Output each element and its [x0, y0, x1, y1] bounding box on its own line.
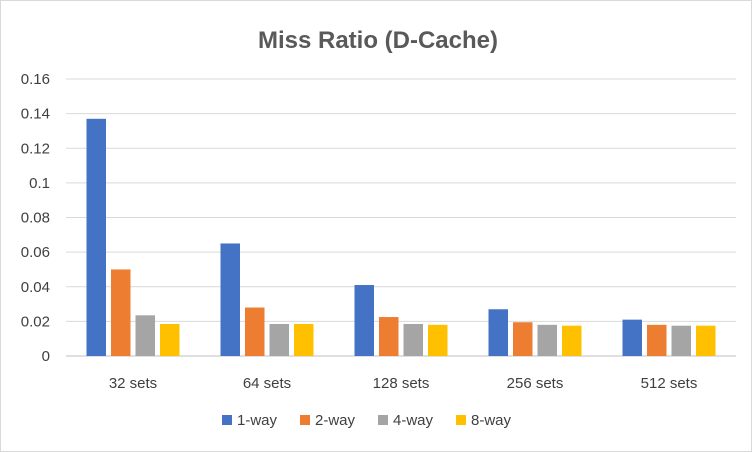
- legend: 1-way 2-way 4-way 8-way: [222, 412, 512, 429]
- bar-2-way-256-sets: [513, 322, 533, 356]
- y-tick-label: 0.06: [21, 244, 50, 261]
- y-tick-label: 0.08: [21, 210, 50, 227]
- legend-swatch: [300, 415, 310, 425]
- y-tick-label: 0.14: [21, 106, 50, 123]
- y-tick-label: 0.12: [21, 140, 50, 157]
- bar-8-way-256-sets: [562, 325, 582, 356]
- legend-label: 8-way: [471, 412, 512, 429]
- legend-item-2-way: 2-way: [300, 412, 356, 429]
- bar-8-way-512-sets: [696, 325, 716, 356]
- x-tick-label: 32 sets: [109, 375, 157, 392]
- bar-2-way-512-sets: [647, 324, 667, 356]
- bar-4-way-64-sets: [269, 323, 289, 356]
- bar-4-way-32-sets: [135, 315, 155, 356]
- y-tick-label: 0.02: [21, 313, 50, 330]
- legend-label: 2-way: [315, 412, 356, 429]
- x-tick-label: 512 sets: [641, 375, 698, 392]
- legend-item-1-way: 1-way: [222, 412, 278, 429]
- bar-1-way-512-sets: [622, 319, 642, 356]
- bar-2-way-64-sets: [245, 307, 265, 356]
- bar-8-way-32-sets: [160, 323, 180, 356]
- bar-4-way-512-sets: [671, 325, 691, 356]
- legend-item-8-way: 8-way: [456, 412, 512, 429]
- y-tick-label: 0.1: [29, 175, 50, 192]
- bar-4-way-128-sets: [403, 323, 423, 356]
- bar-1-way-256-sets: [488, 309, 508, 356]
- legend-swatch: [456, 415, 466, 425]
- legend-swatch: [378, 415, 388, 425]
- x-axis-ticks: 32 sets 64 sets 128 sets 256 sets 512 sets: [109, 375, 698, 392]
- bar-2-way-32-sets: [111, 269, 131, 356]
- y-tick-label: 0.16: [21, 71, 50, 88]
- chart-title: Miss Ratio (D-Cache): [258, 27, 498, 54]
- bar-8-way-64-sets: [294, 323, 314, 356]
- y-tick-label: 0.04: [21, 279, 50, 296]
- bar-2-way-128-sets: [379, 317, 399, 356]
- legend-swatch: [222, 415, 232, 425]
- y-axis-ticks: 0 0.02 0.04 0.06 0.08 0.1 0.12 0.14 0.16: [21, 71, 50, 365]
- legend-item-4-way: 4-way: [378, 412, 434, 429]
- x-tick-label: 256 sets: [507, 375, 564, 392]
- x-tick-label: 64 sets: [243, 375, 291, 392]
- gridlines: [66, 78, 736, 357]
- legend-label: 4-way: [393, 412, 434, 429]
- x-tick-label: 128 sets: [373, 375, 430, 392]
- bar-8-way-128-sets: [428, 324, 448, 356]
- bars: [86, 118, 716, 356]
- bar-1-way-128-sets: [354, 285, 374, 356]
- bar-1-way-32-sets: [86, 118, 106, 356]
- y-tick-label: 0: [42, 348, 50, 365]
- bar-1-way-64-sets: [220, 243, 240, 356]
- legend-label: 1-way: [237, 412, 278, 429]
- bar-4-way-256-sets: [537, 324, 557, 356]
